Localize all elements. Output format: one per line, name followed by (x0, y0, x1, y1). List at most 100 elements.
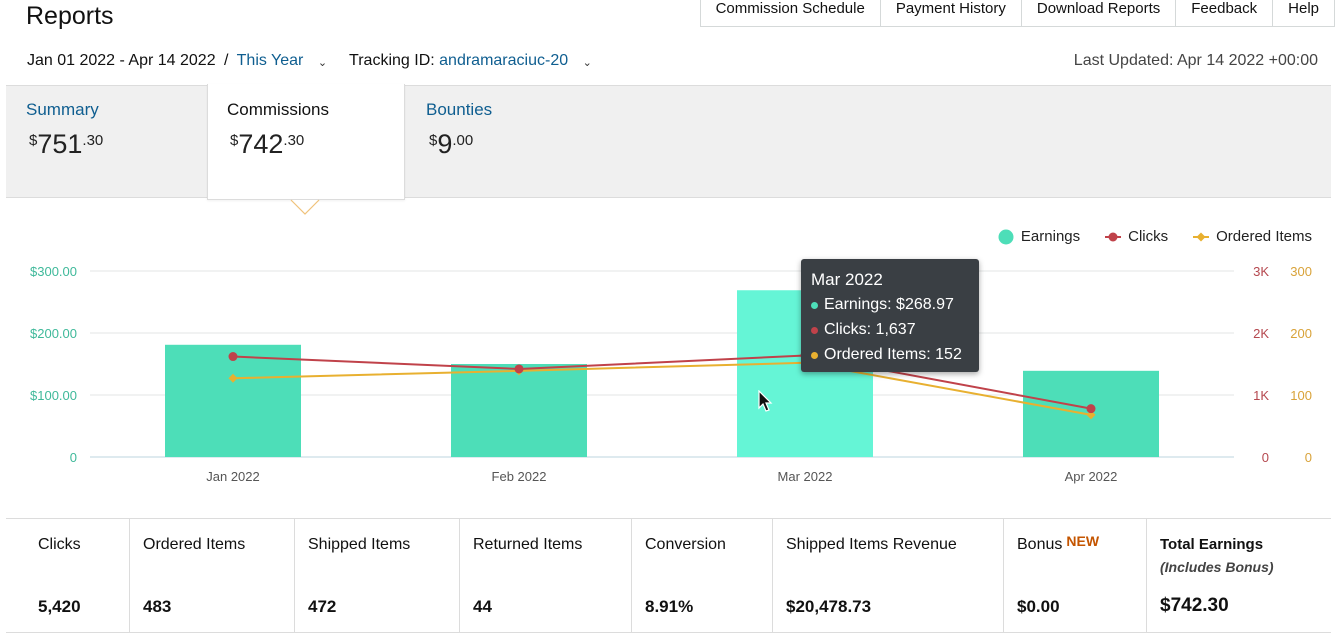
commission-schedule-tab[interactable]: Commission Schedule (699, 0, 881, 27)
summary-tab-label: Summary (26, 100, 99, 119)
y-right-ordered-tick-label: 300 (1290, 264, 1312, 279)
tooltip-clicks-row: Clicks: 1,637 (811, 321, 916, 339)
y-left-tick-label: $300.00 (30, 264, 77, 279)
ordered-items-line (232, 361, 1092, 416)
legend-clicks[interactable]: Clicks (1105, 228, 1168, 245)
clicks-point (1086, 404, 1096, 414)
last-updated: Last Updated: Apr 14 2022 +00:00 (1073, 52, 1318, 69)
new-badge: NEW (1066, 533, 1100, 549)
y-right-clicks-tick-label: 1K (1253, 388, 1269, 403)
chevron-down-icon: ⌄ (582, 57, 592, 69)
clicks-dot-icon (811, 326, 818, 334)
currency-symbol: $ (429, 132, 438, 149)
ordered-items-dot-icon (811, 351, 818, 359)
currency-symbol: $ (230, 132, 239, 149)
chart-area: 0 $100.00 $200.00 $300.00 0 1K 2K 3K 0 100 200 300 J… (6, 197, 1331, 517)
chart-tooltip: Mar 2022 Earnings: $268.97 Clicks: 1,637… (801, 259, 979, 372)
feedback-tab[interactable]: Feedback (1176, 0, 1274, 27)
legend-ordered-items[interactable]: Ordered Items (1193, 228, 1312, 245)
y-left-tick-label: 0 (70, 450, 77, 465)
stat-sublabel: (Includes Bonus) (1160, 559, 1274, 575)
stat-value: 472 (308, 597, 337, 616)
clicks-point (228, 352, 238, 362)
tooltip-ordered-row: Ordered Items: 152 (811, 346, 962, 364)
stat-value: 8.91% (645, 597, 694, 616)
mouse-pointer-icon (758, 390, 773, 412)
chart-legend: Earnings Clicks Ordered Items (973, 228, 1312, 245)
x-tick-label: Mar 2022 (778, 469, 833, 484)
tooltip-clicks: Clicks: 1,637 (824, 321, 916, 338)
stat-value: $0.00 (1017, 597, 1060, 616)
tracking-id-selector[interactable]: Tracking ID: andramaraciuc-20 ⌄ (349, 52, 592, 70)
stat-shipped-revenue: Shipped Items Revenue $20,478.73 (773, 519, 1004, 632)
stat-value: 5,420 (38, 597, 81, 616)
clicks-legend-icon (1105, 232, 1122, 241)
amount-whole: 742 (238, 129, 284, 159)
bounties-amount: $9.00 (429, 129, 473, 160)
stat-label: Clicks (38, 536, 81, 553)
y-right-ordered-tick-label: 100 (1290, 388, 1312, 403)
ordered-items-point (228, 373, 238, 383)
y-right-ordered-tick-label: 0 (1305, 450, 1312, 465)
stat-label: Shipped Items Revenue (786, 536, 957, 553)
page-title: Reports (26, 2, 114, 30)
y-right-ordered-tick-label: 200 (1290, 326, 1312, 341)
chevron-down-icon: ⌄ (317, 57, 328, 69)
active-tab-pointer-icon (290, 199, 320, 215)
stat-ordered-items: Ordered Items 483 (130, 519, 295, 632)
amount-cents: .30 (283, 132, 305, 149)
summary-band: Summary $751.30 Commissions $742.30 Boun… (6, 84, 1331, 200)
legend-earnings[interactable]: Earnings (998, 228, 1080, 245)
amount-cents: .30 (82, 132, 104, 149)
earnings-bar (451, 364, 587, 457)
y-left-tick-label: $100.00 (30, 388, 77, 403)
stat-bonus: Bonus NEW $0.00 (1004, 519, 1147, 632)
top-nav-tabs: Commission Schedule Payment History Down… (699, 0, 1335, 27)
y-right-clicks-tick-label: 3K (1253, 264, 1269, 279)
clicks-point (514, 364, 524, 374)
legend-ordered-items-label: Ordered Items (1216, 228, 1312, 245)
y-right-clicks-tick-label: 2K (1253, 326, 1269, 341)
clicks-line (232, 354, 1092, 410)
y-left-tick-label: $200.00 (30, 326, 77, 341)
ordered-items-point (1086, 410, 1096, 420)
stat-label: Conversion (645, 536, 726, 553)
tooltip-earnings-row: Earnings: $268.97 (811, 296, 954, 314)
amount-cents: .00 (452, 132, 474, 149)
payment-history-tab[interactable]: Payment History (880, 0, 1022, 27)
filter-row: Jan 01 2022 - Apr 14 2022 / This Year ⌄ … (27, 52, 592, 70)
stat-label: Ordered Items (143, 536, 246, 553)
amount-whole: 9 (437, 129, 453, 159)
stat-clicks: Clicks 5,420 (6, 519, 130, 632)
stat-value: 44 (473, 597, 492, 616)
stat-label: Bonus NEW (1017, 533, 1100, 554)
bounties-tab[interactable]: Bounties $9.00 (426, 86, 606, 197)
commissions-tab-label: Commissions (227, 100, 330, 119)
ordered-items-legend-icon (1193, 232, 1210, 241)
legend-earnings-label: Earnings (1020, 228, 1081, 245)
tracking-id-value: andramaraciuc-20 (439, 52, 569, 69)
summary-tab[interactable]: Summary $751.30 (26, 86, 206, 197)
date-range-selector[interactable]: Jan 01 2022 - Apr 14 2022 / This Year ⌄ (27, 52, 327, 70)
period-label: This Year (236, 52, 304, 69)
summary-amount: $751.30 (29, 129, 103, 160)
stat-label: Returned Items (473, 536, 583, 553)
stat-value: 483 (143, 597, 172, 616)
x-tick-label: Apr 2022 (1065, 469, 1118, 484)
commissions-amount: $742.30 (230, 129, 304, 160)
commissions-tab[interactable]: Commissions $742.30 (207, 84, 405, 200)
x-tick-label: Jan 2022 (206, 469, 260, 484)
stat-returned-items: Returned Items 44 (460, 519, 632, 632)
bounties-tab-label: Bounties (426, 100, 493, 119)
earnings-legend-icon (998, 229, 1014, 244)
help-tab[interactable]: Help (1273, 0, 1335, 27)
date-range: Jan 01 2022 - Apr 14 2022 (27, 52, 216, 69)
stats-row: Clicks 5,420 Ordered Items 483 Shipped I… (6, 518, 1331, 633)
stat-label: Total Earnings (1160, 536, 1264, 553)
earnings-chart: 0 $100.00 $200.00 $300.00 0 1K 2K 3K 0 100 200 300 J… (30, 264, 1312, 484)
download-reports-tab[interactable]: Download Reports (1021, 0, 1177, 27)
currency-symbol: $ (29, 132, 38, 149)
earnings-bar (165, 344, 301, 457)
tooltip-title: Mar 2022 (811, 270, 883, 289)
tracking-id-label: Tracking ID: (349, 52, 435, 69)
